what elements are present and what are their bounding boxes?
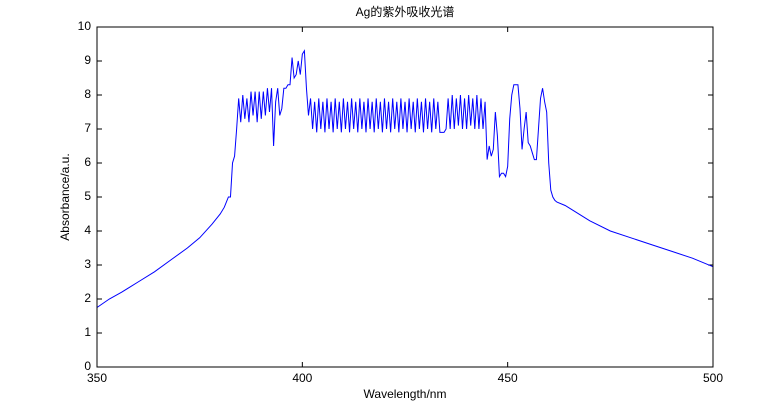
x-tick-label: 400: [292, 371, 312, 385]
y-tick-label: 6: [84, 155, 91, 169]
y-tick-label: 5: [84, 189, 91, 203]
y-tick-label: 7: [84, 121, 91, 135]
x-tick-label: 450: [498, 371, 518, 385]
x-tick-label: 500: [703, 371, 723, 385]
plot-area: [97, 27, 713, 367]
chart-title: Ag的紫外吸收光谱: [356, 4, 455, 19]
y-tick-label: 9: [84, 53, 91, 67]
data-line: [96, 49, 714, 308]
axes-box: [96, 26, 714, 368]
y-tick-label: 2: [84, 291, 91, 305]
y-tick-label: 8: [84, 87, 91, 101]
y-tick-label: 1: [84, 325, 91, 339]
y-tick-label: 0: [84, 359, 91, 373]
y-tick-label: 10: [78, 19, 92, 33]
x-tick-label: 350: [87, 371, 107, 385]
y-tick-label: 4: [84, 223, 91, 237]
x-axis-label: Wavelength/nm: [364, 387, 447, 401]
y-tick-label: 3: [84, 257, 91, 271]
y-axis-label: Absorbance/a.u.: [58, 153, 72, 240]
